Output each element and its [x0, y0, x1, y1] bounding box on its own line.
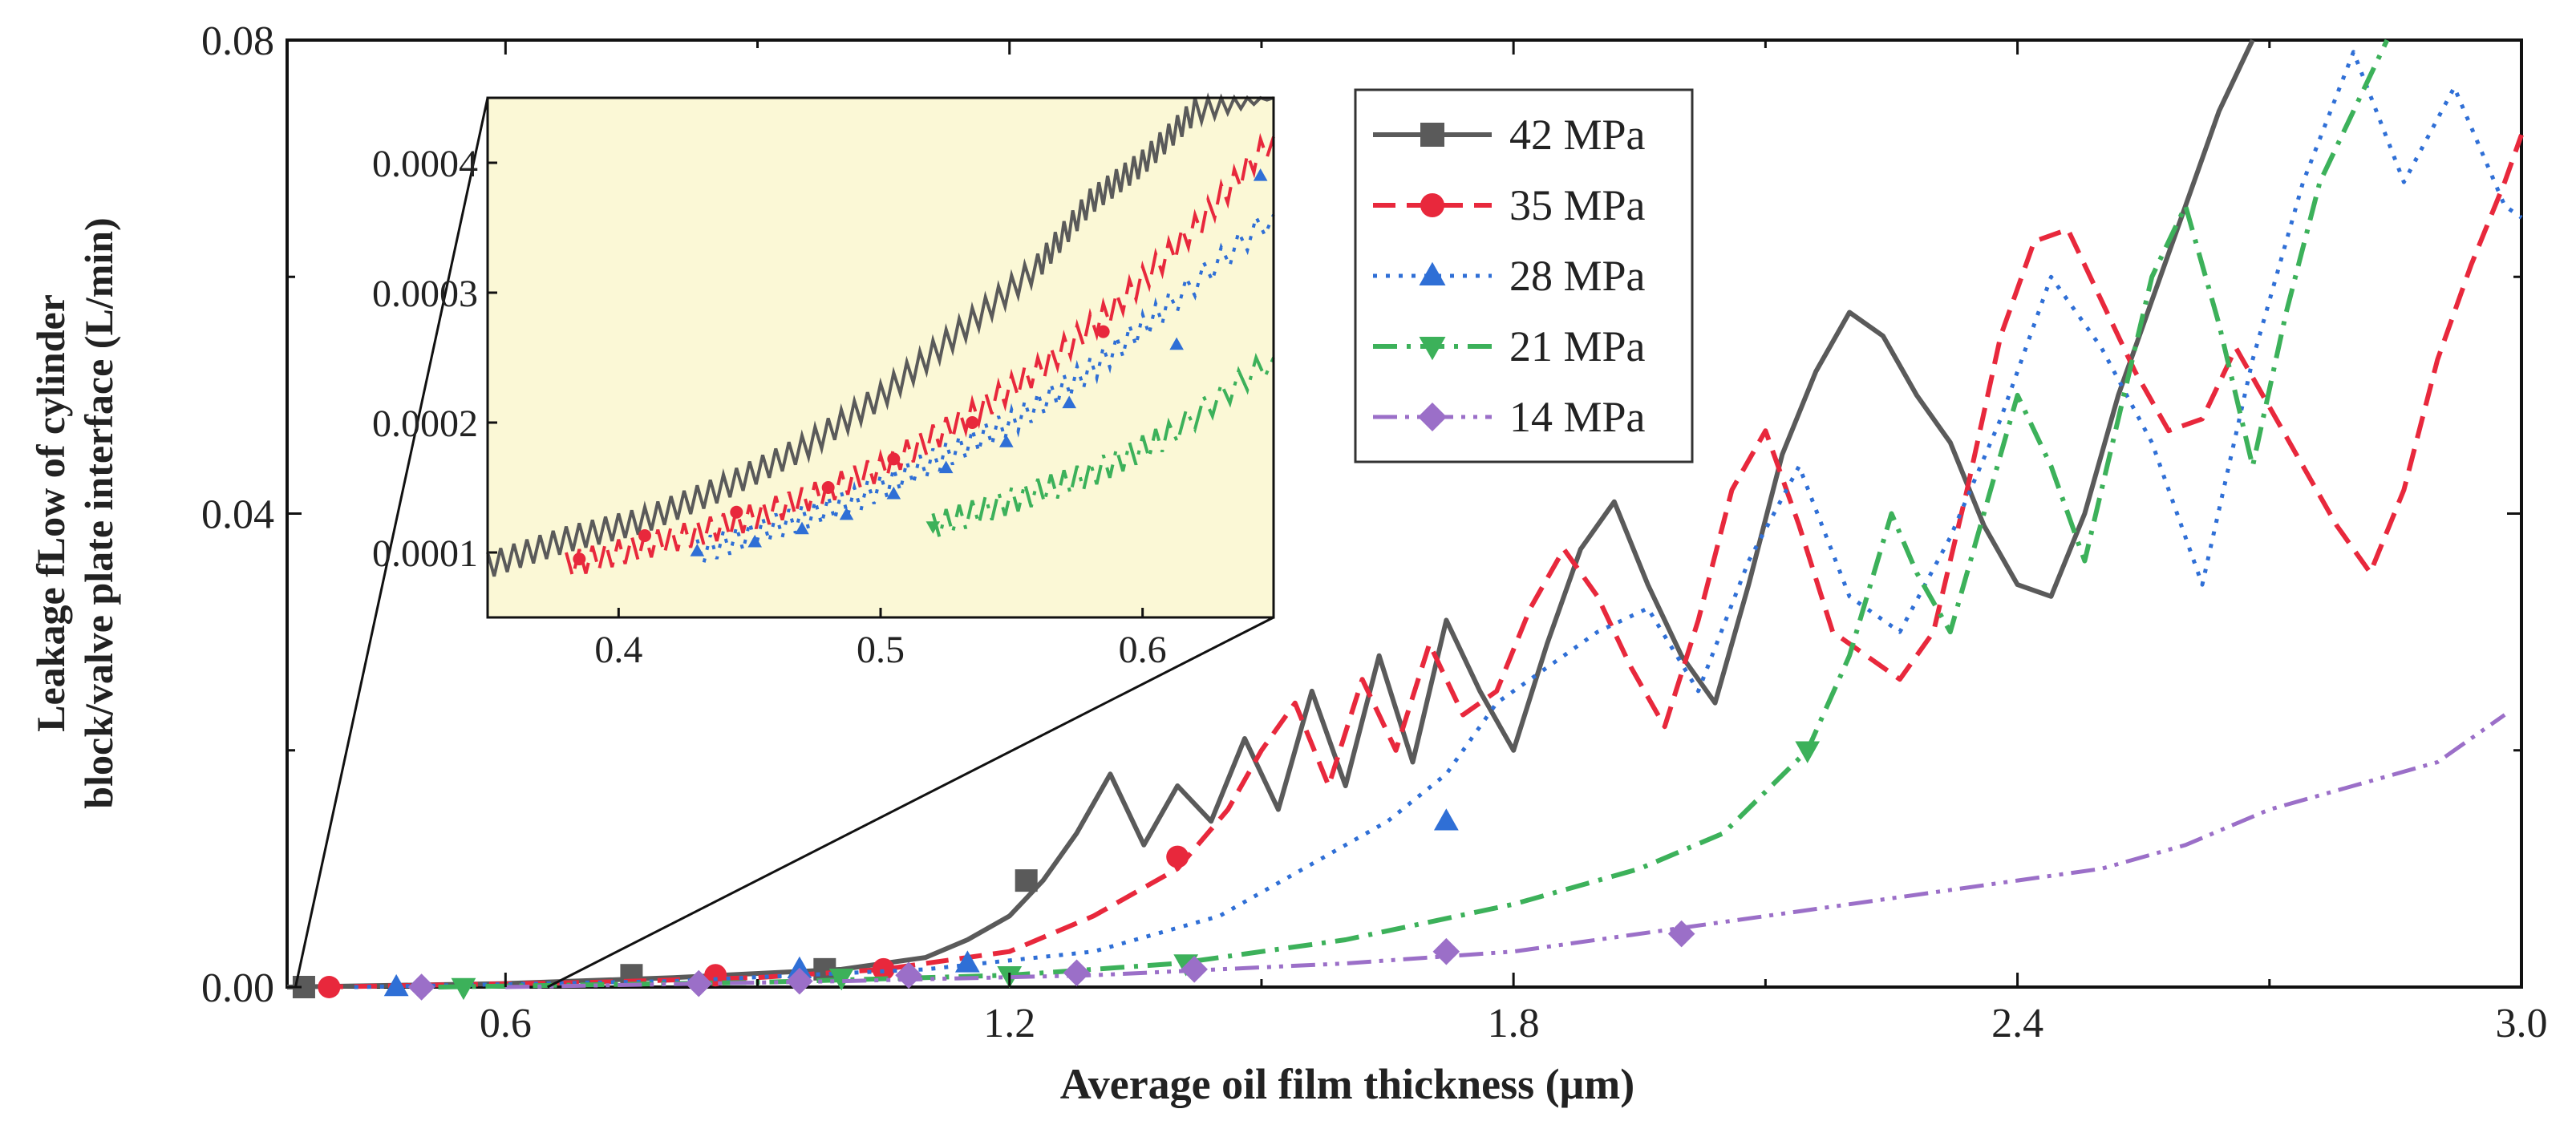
legend-label: 42 MPa	[1509, 111, 1646, 159]
series-marker	[407, 973, 435, 1001]
inset-marker	[886, 486, 901, 500]
series-marker	[787, 956, 812, 979]
inset-x-tick-label: 0.4	[594, 629, 642, 671]
series-marker	[685, 969, 713, 997]
y-tick-label: 0.00	[201, 965, 274, 1011]
legend-marker	[1419, 261, 1446, 285]
zoom-line-right	[547, 616, 1274, 989]
inset-x-tick-label: 0.6	[1119, 629, 1167, 671]
x-axis-title: Average oil film thickness (μm)	[1060, 1060, 1634, 1108]
inset-series-line-35-mpa	[565, 132, 1275, 577]
inset-marker	[938, 460, 954, 474]
series-marker	[383, 973, 409, 997]
series-marker	[895, 961, 922, 989]
series-marker	[1433, 808, 1459, 831]
series-line-21-mpa	[438, 38, 2390, 989]
inset-marker	[573, 552, 586, 566]
series-marker	[451, 977, 476, 1001]
series-line-42-mpa	[286, 38, 2255, 989]
inset-series-line-28-mpa	[695, 212, 1275, 564]
series-marker	[1166, 845, 1189, 868]
y-tick-label: 0.08	[201, 18, 274, 64]
series-line-28-mpa	[354, 50, 2523, 989]
legend: 42 MPa 35 MPa 28 MPa 21 MPa 14 MPa	[1354, 88, 1694, 463]
inset-background	[486, 96, 1275, 619]
legend-entry: 21 MPa	[1373, 322, 1646, 370]
inset-marker	[966, 416, 979, 429]
inset-marker	[690, 544, 705, 556]
legend-label: 35 MPa	[1509, 181, 1646, 229]
inset-marker	[999, 435, 1014, 447]
series-marker	[1795, 741, 1821, 763]
axes-layer: 0.6 1.2 1.8 2.4 3.0 0.00 0.04 0.08	[201, 18, 2548, 1046]
inset-y-tick-label: 0.0004	[372, 143, 478, 185]
series-marker	[828, 968, 854, 991]
y-axis-title-line2: block/valve plate interface (L/min)	[76, 217, 121, 808]
legend-entry: 42 MPa	[1373, 111, 1646, 159]
series-marker	[318, 976, 341, 998]
x-tick-label: 3.0	[2496, 1001, 2548, 1046]
inset-marker	[1062, 395, 1076, 409]
legend-label: 14 MPa	[1509, 393, 1646, 441]
legend-marker	[1419, 337, 1446, 361]
legend-marker	[1418, 403, 1447, 431]
zoom-connector-lines	[294, 97, 1274, 989]
inset-marker	[747, 534, 762, 548]
inset-y-tick-label: 0.0001	[372, 532, 478, 575]
legend-entry: 35 MPa	[1373, 181, 1646, 229]
inset-frame	[486, 96, 1275, 619]
inset-marker	[887, 452, 901, 466]
inset-marker	[730, 505, 743, 519]
legend-entry: 14 MPa	[1373, 393, 1646, 441]
series-line-35-mpa	[320, 134, 2524, 989]
x-tick-label: 2.4	[1991, 1001, 2043, 1046]
inset-series-line-42-mpa	[486, 92, 1274, 577]
inset-marker	[1169, 337, 1184, 350]
legend-label: 28 MPa	[1509, 252, 1646, 300]
series-marker	[1181, 956, 1208, 983]
inset-marker	[839, 507, 854, 520]
series-marker	[1063, 959, 1091, 987]
legend-entry: 28 MPa	[1373, 252, 1646, 300]
y-tick-label: 0.04	[201, 492, 274, 538]
inset-x-tick-label: 0.5	[857, 629, 905, 671]
inset-marker	[1253, 168, 1268, 181]
inset-marker	[638, 528, 651, 542]
series-marker	[1667, 920, 1695, 948]
legend-marker	[1420, 123, 1444, 147]
series-marker	[1432, 937, 1460, 965]
series-marker	[954, 950, 980, 973]
x-tick-label: 0.6	[480, 1001, 532, 1046]
inset-y-tick-label: 0.0002	[372, 403, 478, 445]
inset-marker	[925, 521, 941, 534]
x-tick-label: 1.2	[983, 1001, 1035, 1046]
zoom-line-left	[294, 97, 489, 988]
legend-entries: 42 MPa 35 MPa 28 MPa 21 MPa 14 MPa	[1373, 111, 1646, 441]
y-axis-title-line1: Leakage fLow of cylinder	[28, 294, 73, 732]
inset-y-tick-label: 0.0003	[372, 273, 478, 315]
legend-marker	[1420, 193, 1444, 217]
inset-chart: 0.4 0.5 0.6 0.0001 0.0002 0.0003 0.0004	[372, 92, 1275, 671]
inset-marker	[821, 481, 835, 494]
inset-marker	[795, 521, 809, 535]
series-marker	[1015, 869, 1038, 892]
series-marker	[786, 967, 813, 995]
series-line-14-mpa	[505, 713, 2506, 989]
x-tick-label: 1.8	[1488, 1001, 1540, 1046]
legend-label: 21 MPa	[1509, 322, 1646, 370]
inset-layer: 0.4 0.5 0.6 0.0001 0.0002 0.0003 0.0004	[372, 92, 1275, 671]
inset-marker	[1096, 325, 1110, 338]
series-layer	[286, 38, 2524, 1001]
